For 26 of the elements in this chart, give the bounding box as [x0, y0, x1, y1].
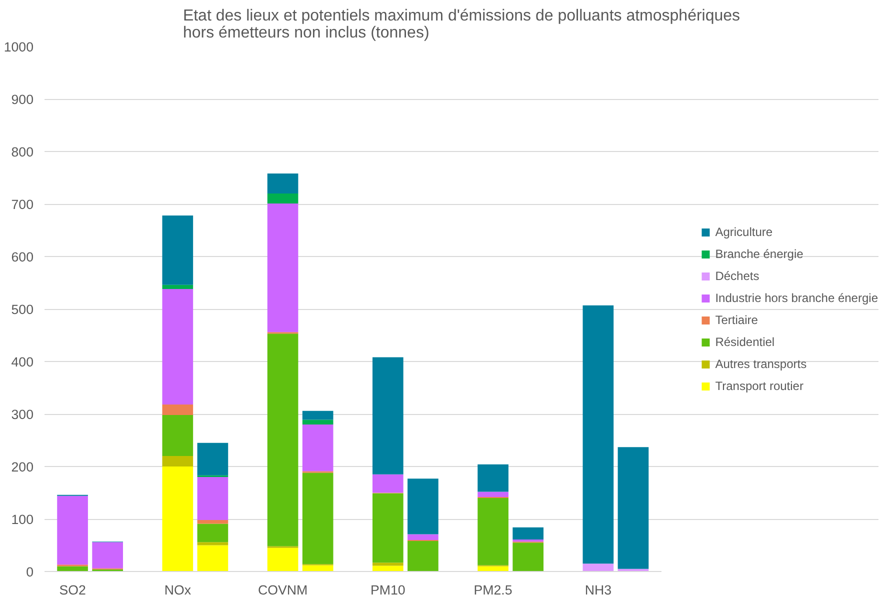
x-tick-label: COVNM [258, 582, 308, 598]
y-tick-label: 900 [11, 92, 34, 107]
y-tick-label: 300 [11, 407, 34, 422]
y-tick-label: 200 [11, 460, 34, 474]
legend-label: Résidentiel [715, 334, 775, 348]
y-tick-label: 0 [26, 564, 34, 580]
legend-label: Branche énergie [715, 246, 804, 260]
legend-label: Transport routier [715, 378, 804, 392]
y-tick-label: 1000 [4, 40, 34, 54]
y-tick-label: 400 [11, 354, 34, 370]
legend-label: Industrie hors branche énergie [715, 290, 878, 304]
x-tick-label: PM10 [370, 582, 406, 598]
x-tick-label: PM2.5 [474, 582, 512, 598]
y-tick-label: 800 [11, 144, 34, 160]
x-tick-label: SO2 [59, 582, 86, 598]
legend-label: Agriculture [715, 224, 773, 238]
y-tick-label: 600 [11, 250, 34, 264]
y-tick-label: 500 [11, 302, 34, 317]
x-tick-label: NH3 [584, 582, 612, 598]
legend-label: Autres transports [715, 356, 807, 370]
chart-title: Etat des lieux et potentiels maximum d'émissions de polluants atmosphériques hors émetteurs non inclus (tonnes) [182, 8, 740, 42]
y-tick-label: 700 [11, 197, 34, 212]
y-tick-label: 100 [11, 512, 34, 527]
legend-label: Déchets [715, 268, 760, 282]
x-tick-label: NOx [164, 582, 192, 598]
legend-label: Tertiaire [715, 312, 758, 326]
